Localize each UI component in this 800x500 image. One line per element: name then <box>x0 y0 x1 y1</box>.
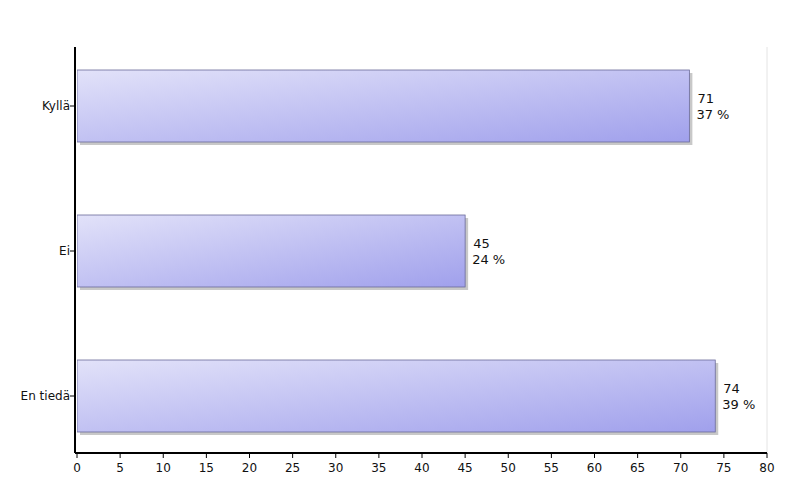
chart-container: 7137 %4524 %7439 %KylläEiEn tiedä0510152… <box>0 0 800 500</box>
x-tick <box>508 453 509 458</box>
category-tick <box>70 106 75 107</box>
x-tick <box>594 453 595 458</box>
plot-area <box>77 47 767 453</box>
y-axis <box>74 47 76 453</box>
x-tick-label: 50 <box>501 461 516 475</box>
chart: 7137 %4524 %7439 %KylläEiEn tiedä0510152… <box>0 0 800 500</box>
x-tick <box>249 453 250 458</box>
x-tick <box>378 453 379 458</box>
x-tick <box>680 453 681 458</box>
x-tick <box>637 453 638 458</box>
x-tick-label: 45 <box>457 461 472 475</box>
plot-frame <box>767 47 768 453</box>
x-tick-label: 75 <box>716 461 731 475</box>
x-tick <box>723 453 724 458</box>
category-label: Kyllä <box>42 99 70 113</box>
x-tick <box>292 453 293 458</box>
x-tick <box>77 453 78 458</box>
percent-label: 24 % <box>472 252 505 267</box>
x-tick-label: 30 <box>328 461 343 475</box>
bar <box>77 70 689 142</box>
x-tick <box>335 453 336 458</box>
x-tick-label: 0 <box>73 461 81 475</box>
x-tick-label: 55 <box>544 461 559 475</box>
x-tick-label: 15 <box>199 461 214 475</box>
bar <box>77 360 715 432</box>
x-tick-label: 70 <box>673 461 688 475</box>
x-tick <box>422 453 423 458</box>
x-tick-label: 25 <box>285 461 300 475</box>
category-label: En tiedä <box>21 389 70 403</box>
data-label: 45 <box>473 236 490 251</box>
x-tick-label: 60 <box>587 461 602 475</box>
category-label: Ei <box>59 244 70 258</box>
x-tick <box>767 453 768 458</box>
x-tick-label: 20 <box>242 461 257 475</box>
x-tick <box>163 453 164 458</box>
data-label: 71 <box>697 91 714 106</box>
x-tick <box>206 453 207 458</box>
bar <box>77 215 465 287</box>
percent-label: 39 % <box>722 397 755 412</box>
x-tick-label: 35 <box>371 461 386 475</box>
data-label: 74 <box>723 381 740 396</box>
category-tick <box>70 396 75 397</box>
x-tick-label: 40 <box>414 461 429 475</box>
bars <box>77 70 718 435</box>
x-tick-label: 65 <box>630 461 645 475</box>
x-tick <box>551 453 552 458</box>
x-tick-label: 5 <box>116 461 124 475</box>
x-tick <box>120 453 121 458</box>
category-tick <box>70 251 75 252</box>
x-tick <box>465 453 466 458</box>
x-tick-label: 80 <box>759 461 774 475</box>
percent-label: 37 % <box>696 107 729 122</box>
x-axis <box>75 452 767 454</box>
x-tick-label: 10 <box>156 461 171 475</box>
